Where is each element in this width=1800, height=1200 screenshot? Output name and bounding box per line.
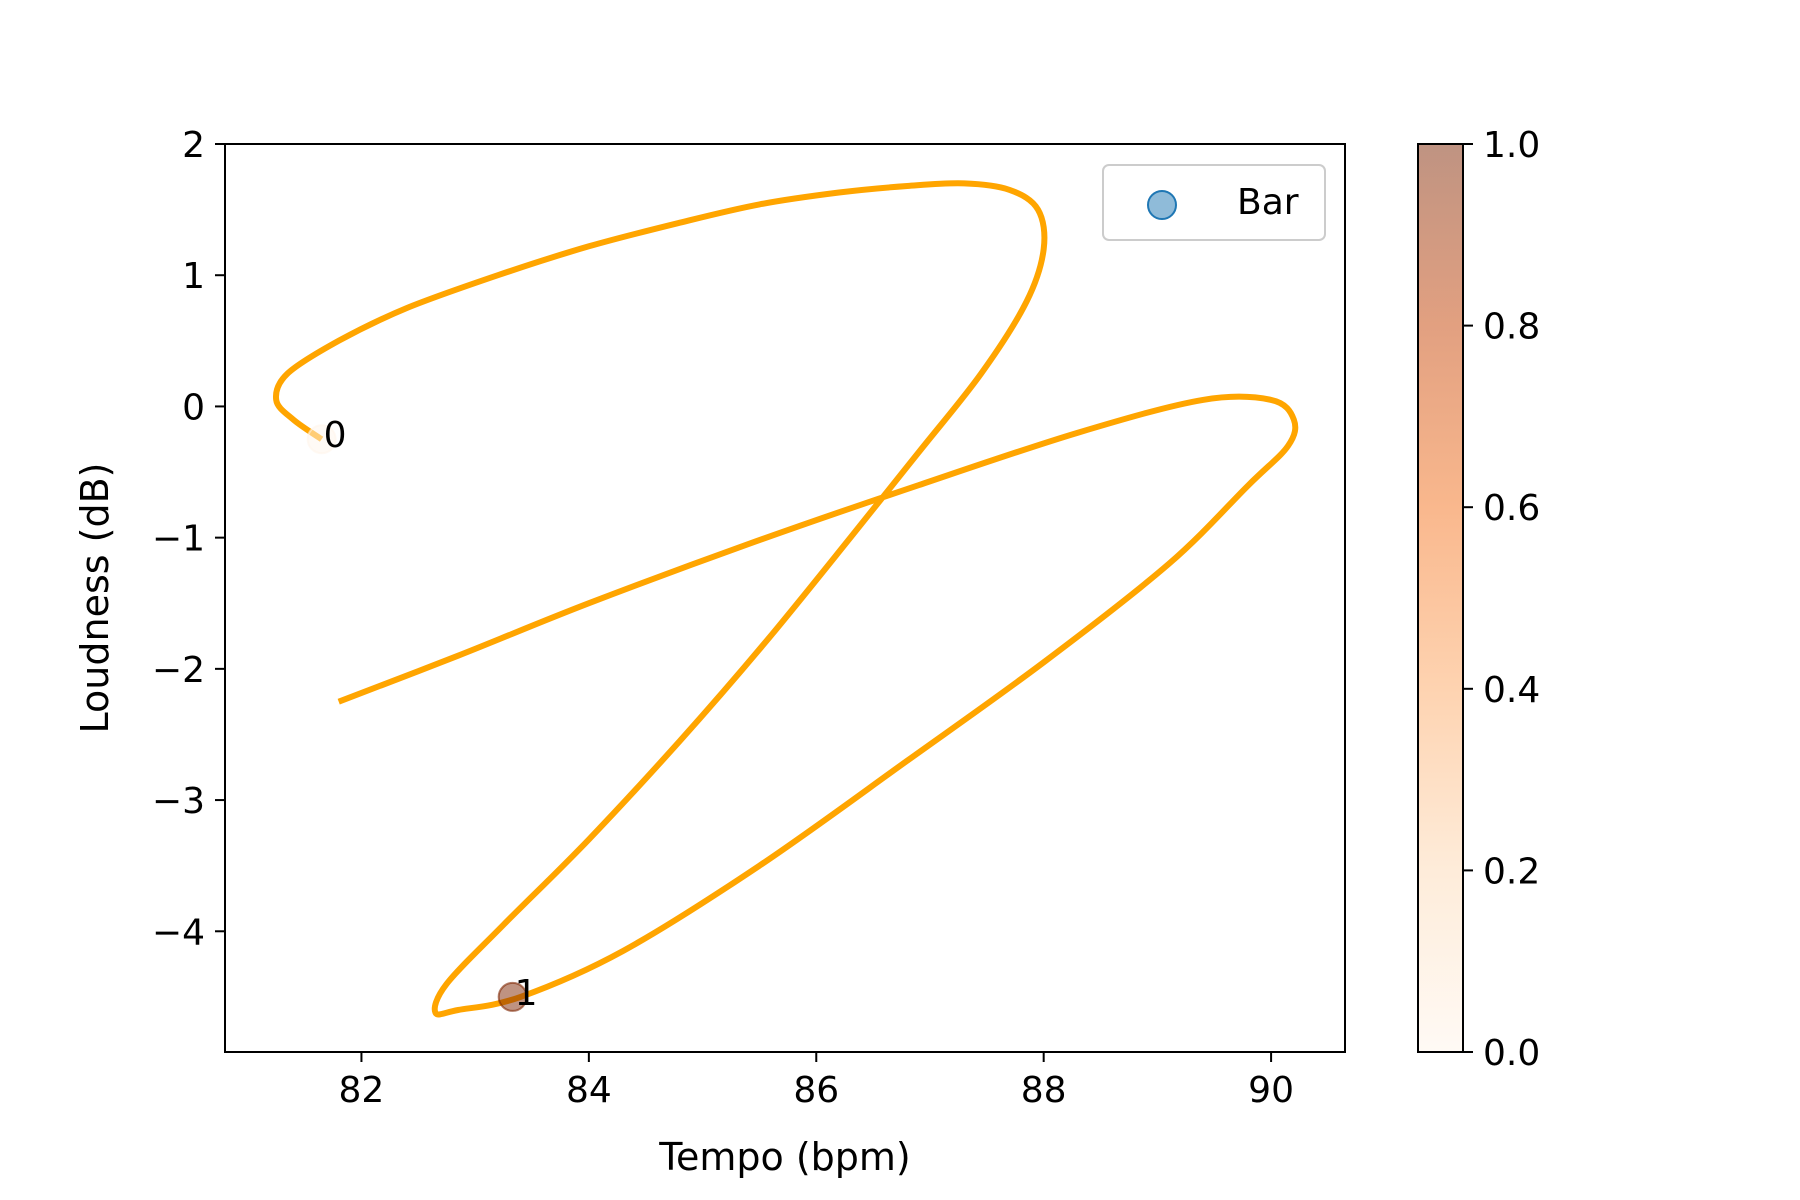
colorbar-tick-label: 1.0 — [1483, 125, 1540, 166]
x-tick-label: 90 — [1248, 1070, 1294, 1111]
scatter-points — [306, 424, 528, 1012]
y-tick-label: 0 — [182, 387, 205, 428]
legend-label-bar: Bar — [1237, 182, 1299, 223]
scatter-point — [497, 981, 528, 1012]
y-axis-label: Loudness (dB) — [73, 463, 117, 734]
scatter-point — [306, 424, 337, 455]
legend-box — [1102, 164, 1326, 241]
plot-area — [225, 144, 1345, 1052]
series-line — [272, 180, 1299, 1018]
colorbar: 0.0 0.2 0.4 0.6 0.8 1.0 — [1417, 125, 1540, 1074]
x-axis-label: Tempo (bpm) — [658, 1135, 911, 1179]
y-tick-label: −3 — [152, 781, 205, 822]
colorbar-tick-label: 0.4 — [1483, 670, 1540, 711]
colorbar-tick-label: 0.2 — [1483, 851, 1540, 892]
colorbar-tick-label: 0.8 — [1483, 307, 1540, 348]
plot-frame — [224, 143, 1346, 1053]
colorbar-tick-label: 0.0 — [1483, 1033, 1540, 1074]
y-axis: 2 1 0 −1 −2 −3 −4 — [152, 125, 225, 953]
colorbar-frame — [1417, 143, 1464, 1053]
x-tick-label: 88 — [1021, 1070, 1067, 1111]
colorbar-gradient — [1418, 144, 1463, 1052]
y-tick-label: −1 — [152, 519, 205, 560]
point-label: 1 — [515, 973, 538, 1014]
legend-marker-bar — [1147, 190, 1177, 220]
x-tick-label: 84 — [566, 1070, 612, 1111]
y-tick-label: 2 — [182, 125, 205, 166]
colorbar-ticks: 0.0 0.2 0.4 0.6 0.8 1.0 — [1463, 125, 1540, 1074]
point-labels: 01 — [324, 415, 538, 1014]
colorbar-tick-label: 0.6 — [1483, 488, 1540, 529]
point-label: 0 — [324, 415, 347, 456]
y-tick-label: 1 — [182, 256, 205, 297]
x-tick-label: 86 — [793, 1070, 839, 1111]
x-axis: 82 84 86 88 90 — [339, 1052, 1294, 1111]
x-tick-label: 82 — [339, 1070, 385, 1111]
y-tick-label: −4 — [152, 912, 205, 953]
legend: Bar — [1102, 164, 1326, 241]
y-tick-label: −2 — [152, 650, 205, 691]
